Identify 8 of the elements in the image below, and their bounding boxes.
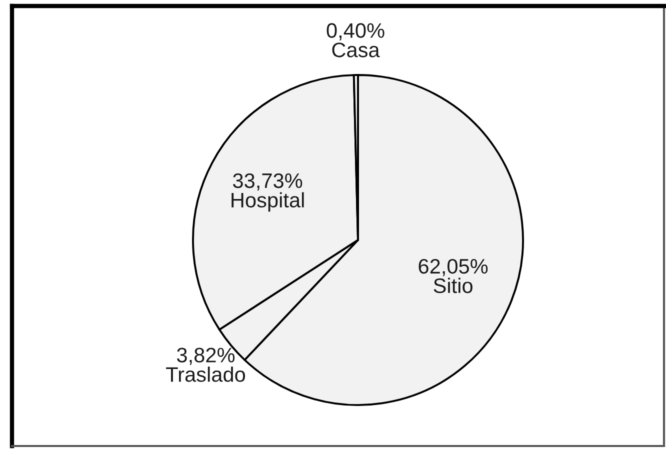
- slice-label: Traslado: [166, 366, 246, 382]
- slice-label: Casa: [332, 42, 380, 58]
- data-label: 0,40%: [326, 23, 384, 40]
- data-label: 62,05%: [418, 258, 488, 276]
- slice-label: Hospital: [232, 192, 304, 212]
- data-label: 33,73%: [233, 173, 302, 191]
- slice-label: Sitio: [434, 278, 472, 294]
- data-label: 3,82%: [177, 348, 235, 365]
